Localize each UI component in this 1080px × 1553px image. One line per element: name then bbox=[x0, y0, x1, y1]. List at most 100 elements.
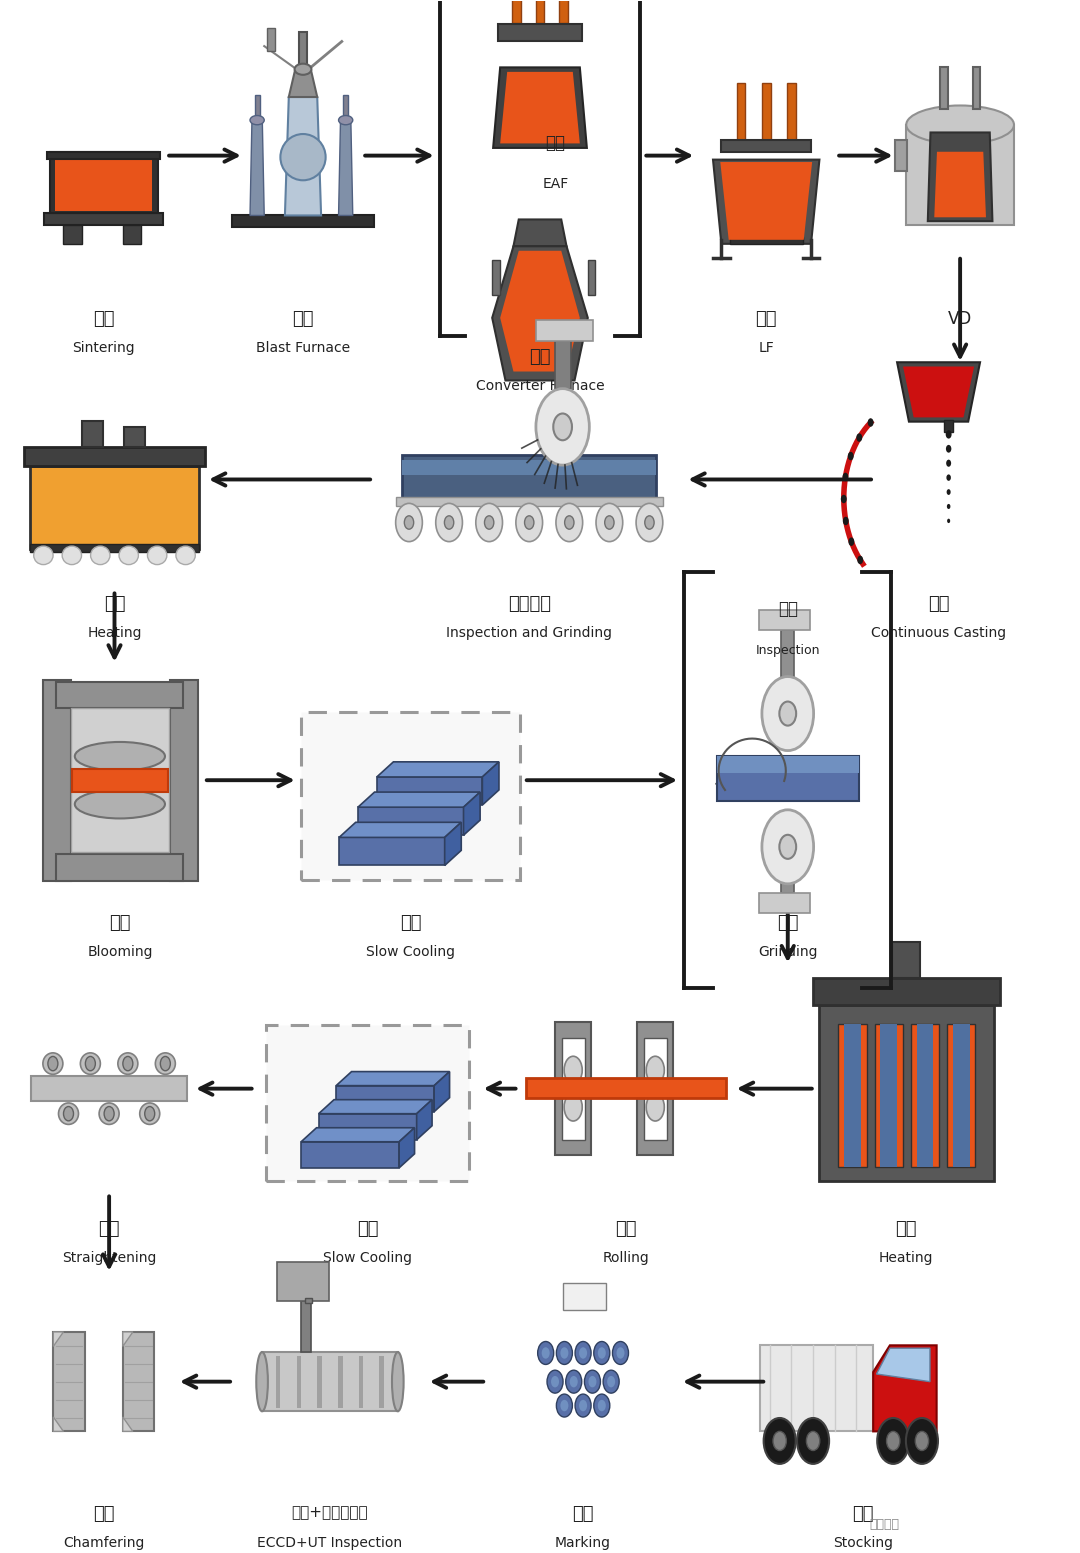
Ellipse shape bbox=[538, 1342, 554, 1365]
Polygon shape bbox=[720, 162, 812, 239]
FancyBboxPatch shape bbox=[71, 769, 168, 792]
Circle shape bbox=[867, 418, 874, 427]
Text: 加热: 加热 bbox=[895, 1219, 917, 1238]
Text: 缓冷: 缓冷 bbox=[356, 1219, 378, 1238]
Ellipse shape bbox=[392, 1353, 404, 1412]
FancyBboxPatch shape bbox=[403, 460, 657, 475]
Text: Grinding: Grinding bbox=[758, 946, 818, 960]
FancyBboxPatch shape bbox=[56, 854, 184, 881]
FancyBboxPatch shape bbox=[53, 1332, 84, 1432]
FancyBboxPatch shape bbox=[917, 1023, 933, 1168]
Text: 检查修磨: 检查修磨 bbox=[508, 595, 551, 613]
Circle shape bbox=[841, 495, 847, 503]
Ellipse shape bbox=[617, 1348, 624, 1359]
Ellipse shape bbox=[156, 1053, 175, 1075]
Ellipse shape bbox=[570, 1376, 578, 1387]
Polygon shape bbox=[53, 1332, 64, 1346]
Polygon shape bbox=[319, 1114, 417, 1140]
Text: Sintering: Sintering bbox=[72, 340, 135, 354]
FancyBboxPatch shape bbox=[953, 1023, 970, 1168]
Ellipse shape bbox=[338, 115, 353, 124]
FancyBboxPatch shape bbox=[845, 1023, 861, 1168]
Circle shape bbox=[516, 503, 542, 542]
Circle shape bbox=[525, 516, 534, 530]
Polygon shape bbox=[336, 1072, 449, 1086]
Text: Heating: Heating bbox=[87, 626, 141, 640]
FancyBboxPatch shape bbox=[124, 427, 145, 447]
Polygon shape bbox=[434, 1072, 449, 1112]
Circle shape bbox=[877, 1418, 909, 1464]
Ellipse shape bbox=[80, 1053, 100, 1075]
Text: Chamfering: Chamfering bbox=[63, 1536, 145, 1550]
Circle shape bbox=[807, 1432, 820, 1451]
Ellipse shape bbox=[542, 1348, 550, 1359]
FancyBboxPatch shape bbox=[232, 216, 374, 227]
FancyBboxPatch shape bbox=[297, 1356, 301, 1407]
Polygon shape bbox=[483, 763, 499, 804]
Ellipse shape bbox=[612, 1342, 629, 1365]
Text: 高炉: 高炉 bbox=[293, 311, 314, 328]
Circle shape bbox=[85, 1056, 95, 1070]
Polygon shape bbox=[934, 152, 986, 217]
FancyBboxPatch shape bbox=[875, 1023, 903, 1168]
FancyBboxPatch shape bbox=[945, 419, 954, 432]
Polygon shape bbox=[877, 1348, 930, 1382]
FancyBboxPatch shape bbox=[71, 708, 168, 853]
Text: Stocking: Stocking bbox=[833, 1536, 893, 1550]
FancyBboxPatch shape bbox=[395, 497, 663, 506]
Ellipse shape bbox=[561, 1399, 568, 1412]
Ellipse shape bbox=[603, 1370, 619, 1393]
Circle shape bbox=[636, 503, 663, 542]
FancyBboxPatch shape bbox=[644, 1037, 666, 1140]
Text: 标识: 标识 bbox=[572, 1505, 594, 1523]
FancyBboxPatch shape bbox=[268, 28, 275, 51]
Ellipse shape bbox=[556, 1395, 572, 1416]
FancyBboxPatch shape bbox=[512, 0, 521, 23]
Polygon shape bbox=[357, 808, 463, 836]
Circle shape bbox=[160, 1056, 171, 1070]
Circle shape bbox=[946, 460, 951, 467]
FancyBboxPatch shape bbox=[972, 67, 980, 109]
Polygon shape bbox=[500, 71, 580, 143]
Polygon shape bbox=[357, 792, 481, 808]
Polygon shape bbox=[336, 1086, 434, 1112]
FancyBboxPatch shape bbox=[526, 1078, 727, 1098]
Text: LF: LF bbox=[758, 340, 774, 354]
Circle shape bbox=[780, 702, 796, 725]
Text: Inspection: Inspection bbox=[756, 644, 820, 657]
Circle shape bbox=[556, 503, 582, 542]
Ellipse shape bbox=[119, 547, 138, 565]
Text: 轧钢之家: 轧钢之家 bbox=[869, 1519, 900, 1531]
Circle shape bbox=[145, 1107, 154, 1121]
Circle shape bbox=[605, 516, 615, 530]
Polygon shape bbox=[377, 776, 483, 804]
Text: 转炉: 转炉 bbox=[529, 348, 551, 367]
Circle shape bbox=[856, 433, 862, 441]
Text: Rolling: Rolling bbox=[603, 1250, 649, 1264]
Circle shape bbox=[48, 1056, 58, 1070]
Polygon shape bbox=[339, 837, 445, 865]
Circle shape bbox=[842, 517, 849, 525]
Circle shape bbox=[946, 430, 951, 438]
Ellipse shape bbox=[607, 1376, 616, 1387]
Text: 轧制: 轧制 bbox=[616, 1219, 637, 1238]
Ellipse shape bbox=[646, 1093, 664, 1121]
Polygon shape bbox=[288, 70, 318, 96]
Ellipse shape bbox=[575, 1395, 591, 1416]
FancyBboxPatch shape bbox=[266, 1025, 469, 1180]
Polygon shape bbox=[377, 763, 499, 776]
Text: 精炼: 精炼 bbox=[756, 311, 777, 328]
Circle shape bbox=[780, 836, 796, 859]
FancyBboxPatch shape bbox=[43, 680, 71, 881]
FancyBboxPatch shape bbox=[717, 756, 859, 800]
Ellipse shape bbox=[551, 1376, 559, 1387]
Text: Straightening: Straightening bbox=[62, 1250, 157, 1264]
Polygon shape bbox=[713, 160, 820, 244]
Text: 连铸: 连铸 bbox=[928, 595, 949, 613]
Circle shape bbox=[887, 1432, 900, 1451]
FancyBboxPatch shape bbox=[262, 1353, 397, 1412]
FancyBboxPatch shape bbox=[82, 421, 103, 447]
Ellipse shape bbox=[594, 1342, 610, 1365]
Polygon shape bbox=[492, 247, 588, 380]
Text: Blooming: Blooming bbox=[87, 946, 152, 960]
